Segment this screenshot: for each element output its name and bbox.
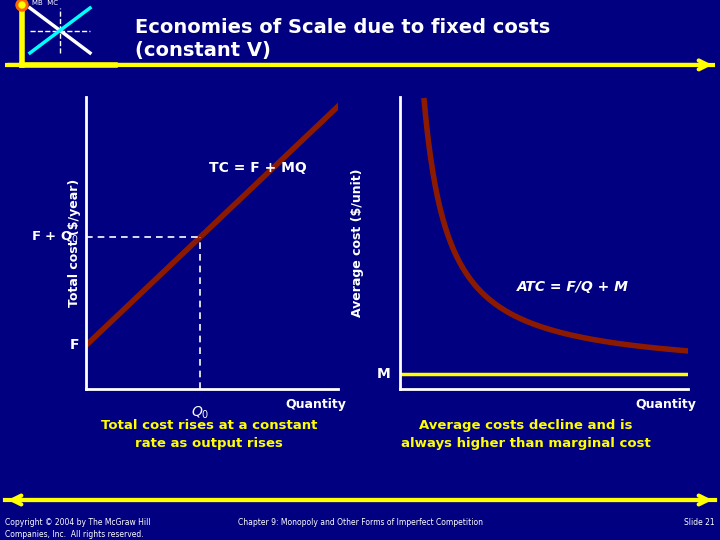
Text: Copyright © 2004 by The McGraw Hill
Companies, Inc.  All rights reserved.: Copyright © 2004 by The McGraw Hill Comp… (5, 518, 150, 539)
Text: M: M (377, 367, 391, 381)
Text: Average costs decline and is
always higher than marginal cost: Average costs decline and is always high… (401, 419, 650, 450)
Text: Slide 21: Slide 21 (685, 518, 715, 527)
Text: F + Q$_0$: F + Q$_0$ (31, 230, 78, 245)
Y-axis label: Total cost ($/year): Total cost ($/year) (68, 179, 81, 307)
Text: Chapter 9: Monopoly and Other Forms of Imperfect Competition: Chapter 9: Monopoly and Other Forms of I… (238, 518, 482, 527)
Text: Average cost ($/unit): Average cost ($/unit) (351, 168, 364, 317)
Text: TC = F + MQ: TC = F + MQ (209, 161, 307, 175)
Text: Quantity: Quantity (285, 397, 346, 410)
Text: Economies of Scale due to fixed costs
(constant V): Economies of Scale due to fixed costs (c… (135, 18, 550, 60)
Circle shape (19, 2, 25, 8)
Text: $Q_0$: $Q_0$ (191, 405, 209, 421)
Text: Total cost rises at a constant
rate as output rises: Total cost rises at a constant rate as o… (101, 419, 317, 450)
Circle shape (16, 0, 28, 11)
Text: MB  MC: MB MC (32, 0, 58, 6)
Text: Quantity: Quantity (635, 397, 696, 410)
Text: ATC = F/Q + M: ATC = F/Q + M (516, 280, 629, 294)
Text: F: F (69, 338, 78, 352)
